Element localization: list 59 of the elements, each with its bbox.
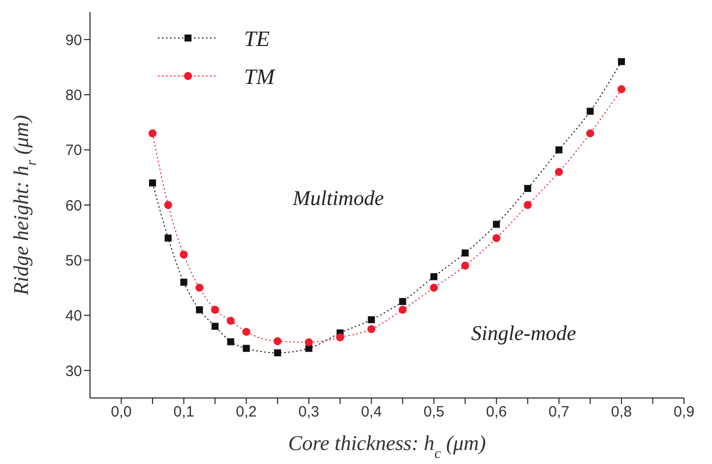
x-tick-label: 0,3 bbox=[298, 404, 320, 421]
x-tick-label: 0,5 bbox=[423, 404, 444, 421]
point bbox=[305, 344, 312, 352]
point bbox=[149, 179, 156, 186]
point bbox=[336, 333, 344, 342]
point bbox=[554, 168, 563, 176]
point bbox=[242, 344, 250, 352]
x-tick-label: 0,6 bbox=[486, 404, 507, 421]
point bbox=[524, 184, 532, 192]
point bbox=[524, 201, 532, 209]
x-tick-label: 0,0 bbox=[110, 404, 132, 421]
x-tick-label: 0,4 bbox=[360, 404, 382, 421]
y-tick-label: 90 bbox=[65, 32, 82, 49]
point bbox=[242, 328, 250, 336]
annotation: Multimode bbox=[292, 186, 384, 210]
y-tick-label: 40 bbox=[65, 308, 82, 325]
x-tick-label: 0,9 bbox=[674, 404, 694, 421]
point bbox=[461, 262, 470, 270]
y-tick-label: 50 bbox=[65, 252, 82, 270]
point bbox=[227, 338, 234, 346]
y-tick-label: 30 bbox=[65, 362, 82, 380]
point bbox=[368, 316, 375, 324]
annotation: Single-mode bbox=[471, 321, 576, 346]
point bbox=[398, 306, 407, 314]
point bbox=[617, 85, 626, 94]
point bbox=[274, 337, 282, 346]
point bbox=[164, 234, 172, 242]
point bbox=[462, 249, 469, 256]
y-tick-label: 60 bbox=[65, 197, 82, 214]
x-tick-label: 0,2 bbox=[236, 404, 257, 421]
point bbox=[492, 220, 500, 228]
point bbox=[367, 325, 376, 334]
legend-label: TE bbox=[244, 26, 270, 51]
point bbox=[586, 108, 594, 115]
x-tick-label: 0,8 bbox=[611, 404, 632, 421]
point bbox=[226, 316, 235, 325]
point bbox=[586, 129, 594, 138]
point bbox=[195, 284, 204, 292]
point bbox=[148, 129, 157, 138]
point bbox=[211, 306, 220, 314]
point bbox=[196, 306, 203, 314]
point bbox=[618, 58, 625, 66]
legend-label: TM bbox=[244, 64, 276, 89]
point bbox=[180, 250, 188, 259]
y-tick-label: 80 bbox=[65, 87, 82, 104]
x-axis-title: Core thickness: h$_{c}$ (μm) bbox=[288, 431, 486, 462]
point bbox=[274, 349, 282, 356]
point bbox=[492, 234, 500, 242]
point bbox=[430, 284, 438, 292]
point bbox=[164, 201, 172, 209]
x-tick-label: 0,7 bbox=[548, 404, 570, 421]
point bbox=[555, 146, 562, 154]
point bbox=[304, 338, 313, 346]
point bbox=[430, 273, 438, 280]
x-tick-label: 0,1 bbox=[173, 404, 194, 421]
point bbox=[399, 298, 406, 305]
point bbox=[212, 322, 219, 330]
y-tick-label: 70 bbox=[65, 142, 82, 160]
point bbox=[180, 278, 188, 286]
